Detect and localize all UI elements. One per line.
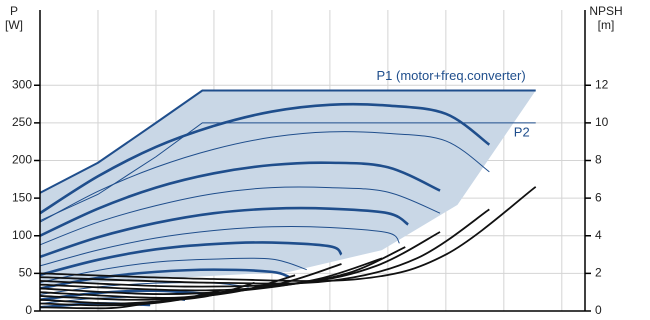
y-tick-label: 50 [19,266,33,280]
power-curve [39,206,409,259]
y2-tick-label: 12 [595,77,609,91]
y2-axis-label: NPSH [589,4,622,18]
npsh-curve [39,231,441,288]
y2-tick-label: 10 [595,115,609,129]
power-curve [39,161,441,237]
power-curve [39,241,343,277]
power-curve [39,282,249,295]
y-tick-label: 200 [12,153,32,167]
npsh-curve [39,208,490,285]
y2-tick-label: 2 [595,266,602,280]
power-curve [39,102,491,215]
y-axis-unit: [W] [5,18,23,32]
y-tick-label: 100 [12,228,32,242]
y2-tick-label: 8 [595,153,602,167]
power-curve [39,225,400,267]
y-tick-label: 150 [12,190,32,204]
y2-axis-unit: [m] [598,18,615,32]
y2-tick-label: 4 [595,228,602,242]
power-curve [39,131,490,223]
y-tick-label: 0 [25,303,32,317]
series-label: P1 (motor+freq.converter) [377,68,526,83]
operating-area [40,90,536,285]
y-tick-label: 250 [12,115,32,129]
power-line [39,89,536,194]
power-curve [39,122,536,222]
y-axis-label: P [10,4,18,18]
y2-tick-label: 0 [595,303,602,317]
y2-tick-label: 6 [595,190,602,204]
npsh-curve [39,296,180,310]
y-tick-label: 300 [12,77,32,91]
series-label: P2 [514,124,530,139]
power-curve [39,186,441,246]
power-curve [39,257,307,283]
